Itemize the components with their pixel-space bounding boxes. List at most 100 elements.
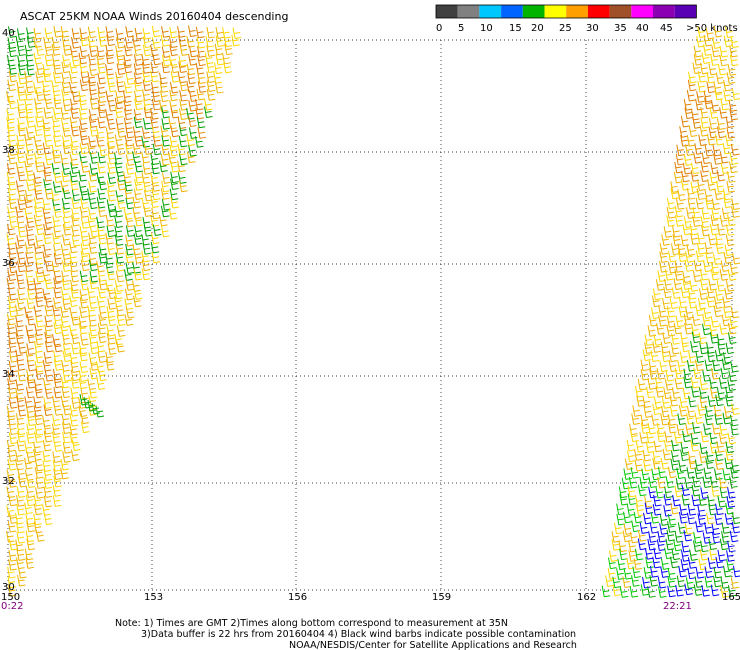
wind-barb: [6, 233, 15, 245]
wind-barb: [80, 412, 90, 425]
wind-barb: [33, 135, 43, 147]
wind-barb: [633, 511, 643, 524]
wind-barb: [206, 45, 215, 57]
wind-barb: [729, 161, 738, 174]
wind-barb: [8, 63, 17, 75]
wind-barb: [690, 376, 700, 389]
wind-barb: [667, 421, 677, 434]
wind-barb: [43, 244, 52, 256]
wind-barb: [169, 26, 178, 39]
wind-barb: [651, 307, 660, 319]
wind-barb: [97, 205, 107, 218]
wind-barb: [142, 243, 152, 255]
wind-barb: [152, 53, 161, 66]
wind-barb: [636, 395, 645, 407]
wind-barb: [671, 387, 681, 399]
wind-barb: [53, 468, 62, 481]
wind-barb: [658, 315, 667, 327]
wind-barb: [115, 190, 125, 202]
wind-barb: [674, 377, 684, 390]
wind-barb: [116, 53, 125, 66]
wind-barb: [53, 386, 63, 399]
wind-barb: [215, 27, 225, 39]
wind-barb: [652, 457, 661, 470]
wind-barb: [80, 71, 90, 84]
wind-barb: [71, 234, 81, 247]
wind-barb: [196, 36, 206, 49]
wind-barb: [87, 35, 97, 48]
wind-barb: [61, 135, 71, 148]
wind-barb: [695, 98, 704, 111]
wind-barb: [79, 45, 89, 58]
wind-barb: [714, 449, 724, 462]
legend-swatch: [566, 5, 588, 18]
wind-barb: [43, 404, 53, 416]
wind-barb: [653, 494, 662, 507]
wind-barb: [716, 280, 726, 292]
wind-barb: [123, 208, 133, 220]
wind-barb: [716, 118, 726, 130]
wind-barb: [715, 242, 725, 254]
wind-barb: [699, 378, 709, 391]
wind-barb: [16, 359, 26, 371]
wind-barb: [88, 259, 98, 272]
wind-barb: [648, 531, 657, 543]
wind-barb: [70, 107, 80, 119]
wind-barb: [628, 550, 637, 562]
wind-barb: [729, 153, 739, 165]
wind-barb: [690, 440, 699, 452]
wind-barb: [96, 340, 105, 353]
wind-barb: [53, 277, 62, 290]
wind-barb: [18, 475, 27, 488]
wind-barb: [52, 485, 62, 497]
legend-swatch: [501, 5, 523, 18]
wind-barb: [52, 368, 62, 381]
wind-barb: [17, 169, 26, 182]
wind-barb: [682, 278, 691, 290]
wind-barb: [691, 421, 701, 434]
wind-barb: [53, 322, 62, 335]
wind-barb: [142, 79, 152, 92]
wind-barb: [637, 484, 647, 497]
wind-barb: [677, 189, 686, 201]
wind-barb: [626, 557, 635, 570]
wind-barb: [142, 70, 151, 83]
wind-barb: [630, 430, 639, 443]
wind-barb: [719, 45, 729, 58]
wind-barb: [80, 34, 89, 47]
wind-barb: [680, 115, 690, 128]
wind-barb: [115, 260, 125, 272]
wind-barb: [107, 162, 116, 174]
wind-barb: [729, 54, 739, 67]
wind-barb: [71, 439, 81, 452]
wind-barb: [42, 359, 52, 372]
wind-barb: [70, 449, 80, 462]
wind-barb: [729, 108, 738, 121]
wind-barb: [134, 214, 143, 227]
wind-barb: [704, 242, 714, 255]
wind-barb: [34, 431, 43, 444]
wind-barb: [674, 205, 684, 218]
wind-barb: [214, 43, 224, 56]
wind-barb: [114, 106, 124, 119]
wind-barb: [695, 250, 705, 263]
wind-barb: [71, 208, 80, 220]
wind-barb: [88, 208, 97, 220]
wind-barb: [720, 98, 729, 111]
wind-barb: [123, 91, 132, 103]
wind-barb: [717, 549, 726, 562]
wind-barb: [700, 160, 710, 173]
wind-barb: [34, 459, 44, 472]
wind-barb: [61, 72, 71, 84]
wind-barb: [96, 260, 105, 273]
wind-barb: [7, 566, 16, 579]
wind-barb: [52, 71, 62, 84]
wind-barb: [694, 459, 704, 472]
wind-barb: [680, 286, 690, 299]
wind-barb: [715, 72, 725, 85]
legend-tick-label: 40: [636, 23, 649, 34]
wind-barb: [652, 504, 662, 516]
wind-barb: [33, 82, 42, 94]
wind-barb: [661, 234, 670, 246]
wind-barb: [179, 108, 188, 120]
